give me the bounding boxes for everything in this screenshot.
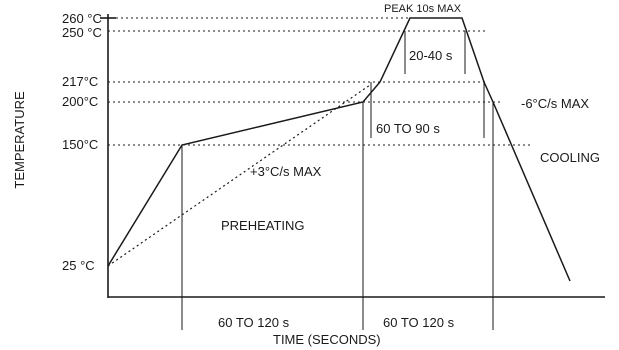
- cooling-label: COOLING: [540, 150, 600, 165]
- interval-label-2: 60 TO 120 s: [383, 315, 455, 330]
- ramp-down-label: -6°C/s MAX: [521, 96, 589, 111]
- dotted-linear-ramp: [107, 84, 371, 267]
- tick-250: 250 °C: [62, 25, 102, 40]
- peak-window-label: 20-40 s: [409, 48, 453, 63]
- tick-25: 25 °C: [62, 258, 95, 273]
- above-liquidus-label: 60 TO 90 s: [376, 121, 440, 136]
- reflow-profile-curve: [107, 17, 571, 282]
- tick-200: 200°C: [62, 94, 98, 109]
- peak-label: PEAK 10s MAX: [384, 3, 462, 15]
- tick-260: 260 °C: [62, 11, 102, 26]
- tick-150: 150°C: [62, 137, 98, 152]
- interval-label-1: 60 TO 120 s: [218, 315, 290, 330]
- y-axis-label: TEMPERATURE: [12, 91, 27, 189]
- preheating-label: PREHEATING: [221, 218, 305, 233]
- x-axis-label: TIME (SECONDS): [273, 332, 381, 347]
- tick-217: 217°C: [62, 74, 98, 89]
- ramp-up-label: +3°C/s MAX: [250, 164, 322, 179]
